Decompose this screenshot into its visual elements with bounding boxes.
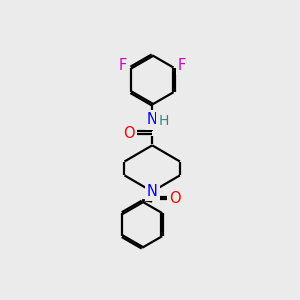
Text: O: O xyxy=(169,191,181,206)
Text: N: N xyxy=(147,112,158,128)
Text: F: F xyxy=(178,58,186,73)
Text: F: F xyxy=(118,58,127,73)
Text: N: N xyxy=(147,184,158,199)
Text: O: O xyxy=(123,125,135,140)
Text: H: H xyxy=(159,115,169,128)
